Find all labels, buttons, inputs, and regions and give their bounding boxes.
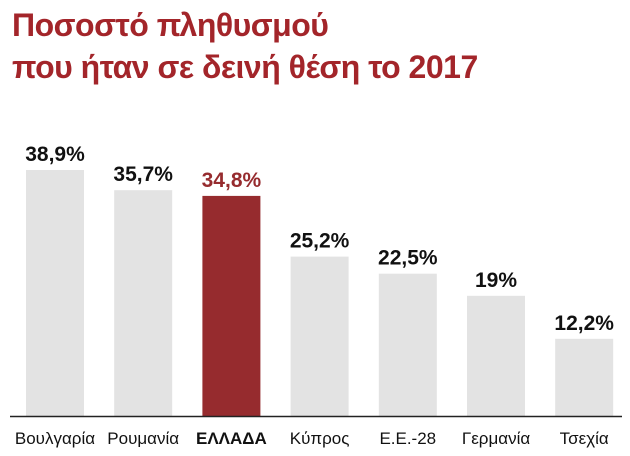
category-label-ε-ε-28: Ε.Ε.-28 [379,429,436,448]
value-label-γερμανία: 19% [475,269,517,292]
title-line-2: που ήταν σε δεινή θέση το 2017 [12,49,478,85]
bar-τσεχία [555,338,614,416]
value-label-ρουμανία: 35,7% [113,163,173,186]
bar-ρουμανία [114,190,173,416]
value-label-τσεχία: 12,2% [554,312,614,335]
category-label-κύπρος: Κύπρος [290,429,350,448]
bar-ε-ε-28 [378,273,437,416]
bar-κύπρος [290,256,349,416]
chart-title: Ποσοστό πληθυσμού που ήταν σε δεινή θέση… [12,4,622,88]
bars-group [26,170,614,416]
bar-ελλαδα [202,195,261,416]
category-label-βουλγαρία: Βουλγαρία [15,429,95,448]
value-labels-group: 38,9% 35,7% 34,8% 25,2% 22,5% 19% 12,2% [25,143,614,335]
value-label-κύπρος: 25,2% [290,230,350,253]
category-label-γερμανία: Γερμανία [462,429,531,448]
category-label-ελλαδα: ΕΛΛΑΔΑ [196,429,267,448]
category-label-τσεχία: Τσεχία [560,429,609,448]
category-labels-group: Βουλγαρία Ρουμανία ΕΛΛΑΔΑ Κύπρος Ε.Ε.-28 Γερμ… [15,429,609,448]
bar-γερμανία [467,295,525,416]
value-label-βουλγαρία: 38,9% [25,143,85,166]
bar-βουλγαρία [26,170,84,416]
title-line-1: Ποσοστό πληθυσμού [12,7,329,43]
category-label-ρουμανία: Ρουμανία [107,429,179,448]
value-label-ε-ε-28: 22,5% [378,247,438,270]
value-label-ελλαδα: 34,8% [202,169,262,192]
